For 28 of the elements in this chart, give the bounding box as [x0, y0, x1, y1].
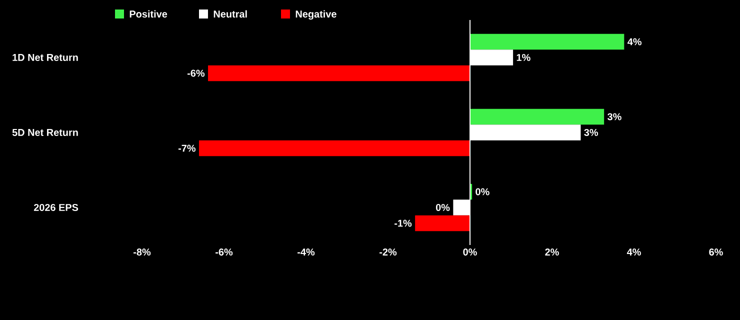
data-label: 4% — [628, 38, 642, 46]
x-tick-label: -2% — [380, 248, 397, 256]
legend-label: Positive — [130, 10, 168, 18]
data-label: 0% — [436, 204, 450, 212]
x-tick-label: 6% — [709, 248, 723, 256]
x-tick-label: 0% — [463, 248, 477, 256]
y-tick-label: 1D Net Return — [12, 54, 78, 61]
data-label: -7% — [178, 144, 196, 152]
x-tick-label: -8% — [134, 248, 151, 256]
data-label: 3% — [584, 128, 598, 136]
data-label: -6% — [187, 70, 205, 77]
data-label: 0% — [476, 188, 490, 196]
bar — [415, 215, 470, 232]
x-tick-label: -6% — [216, 248, 233, 256]
data-label: -1% — [394, 220, 412, 227]
data-label: 3% — [608, 113, 622, 120]
x-tick-label: 2% — [545, 248, 559, 256]
data-label: 1% — [516, 54, 530, 62]
bar — [208, 65, 470, 82]
x-tick-label: 4% — [626, 248, 641, 256]
legend-label: Negative — [296, 10, 336, 20]
bar — [470, 34, 624, 50]
y-tick-label: 5D Net Return — [12, 129, 78, 136]
bar — [470, 108, 604, 125]
legend-label: Neutral — [214, 10, 247, 18]
x-tick-label: -4% — [298, 248, 315, 256]
y-tick-label: 2026 EPS — [34, 204, 78, 212]
bar — [198, 140, 470, 156]
